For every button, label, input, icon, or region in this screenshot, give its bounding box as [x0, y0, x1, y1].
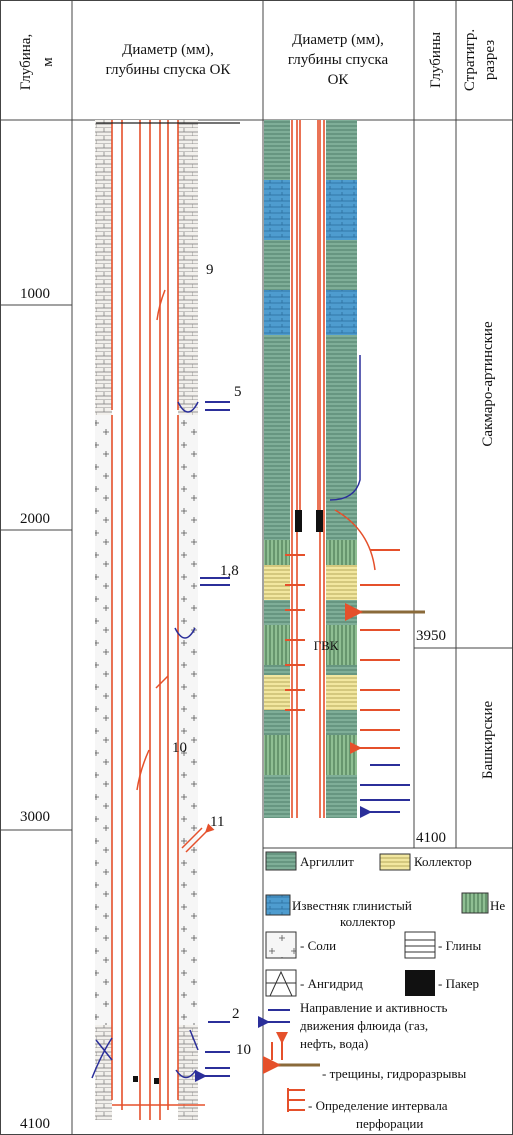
well-annotation: 10 — [236, 1042, 251, 1058]
legend-label: коллектор — [340, 914, 395, 929]
well-annotation: 11 — [210, 814, 224, 830]
legend-label: нефть, вода) — [300, 1036, 368, 1051]
well-annotation: 5 — [234, 384, 242, 400]
well-1 — [92, 120, 240, 1120]
legend-label: Направление и активность — [300, 1000, 448, 1015]
legend-label: Коллектор — [414, 854, 472, 869]
strat-unit: Сакмаро-артинские — [480, 321, 496, 447]
header-text: глубины спуска — [288, 52, 389, 68]
header-text: Глубина, — [18, 34, 34, 90]
depth-label: 3000 — [20, 809, 50, 825]
header-text: Диаметр (мм), — [122, 42, 214, 58]
legend-label: Не — [490, 898, 505, 913]
diagram: Глубина, м Диаметр (мм), глубины спуска … — [0, 0, 513, 1135]
well-annotation: 1,8 — [220, 563, 239, 579]
well-2 — [264, 120, 425, 818]
header-text: ОК — [328, 72, 350, 88]
depth-label: 2000 — [20, 511, 50, 527]
depth-mark: 4100 — [416, 830, 446, 846]
well-annotation: 10 — [172, 740, 187, 756]
strat-unit: Башкирские — [480, 701, 496, 780]
legend-label: - Соли — [300, 938, 336, 953]
header-text: м — [40, 57, 56, 67]
gvk-label: ГВК — [314, 638, 339, 653]
legend-label: - Ангидрид — [300, 976, 363, 991]
frame — [0, 0, 513, 1135]
depth-mark: 3950 — [416, 628, 446, 644]
page: {"header": {"depth": ["Глубина,", "м"], … — [0, 0, 513, 1135]
well-annotation: 9 — [206, 262, 214, 278]
legend-label: - трещины, гидроразрывы — [322, 1066, 467, 1081]
depth-label: 4100 — [20, 1116, 50, 1132]
depth-label: 1000 — [20, 286, 50, 302]
legend-label: движения флюида (газ, — [300, 1018, 428, 1033]
legend-label: - Определение интервала — [308, 1098, 448, 1113]
legend-label: - Глины — [438, 938, 482, 953]
legend-label: - Пакер — [438, 976, 479, 991]
well-annotation: 2 — [232, 1006, 240, 1022]
legend-label: Известняк глинистый — [292, 898, 412, 913]
legend-label: перфорации — [356, 1116, 423, 1131]
header-text: Стратигр. — [462, 29, 478, 91]
header-text: Глубины — [428, 32, 444, 88]
header-text: Диаметр (мм), — [292, 32, 384, 48]
legend-label: Аргиллит — [300, 854, 354, 869]
header-text: глубины спуска ОК — [106, 62, 232, 78]
header-text: разрез — [482, 40, 498, 80]
